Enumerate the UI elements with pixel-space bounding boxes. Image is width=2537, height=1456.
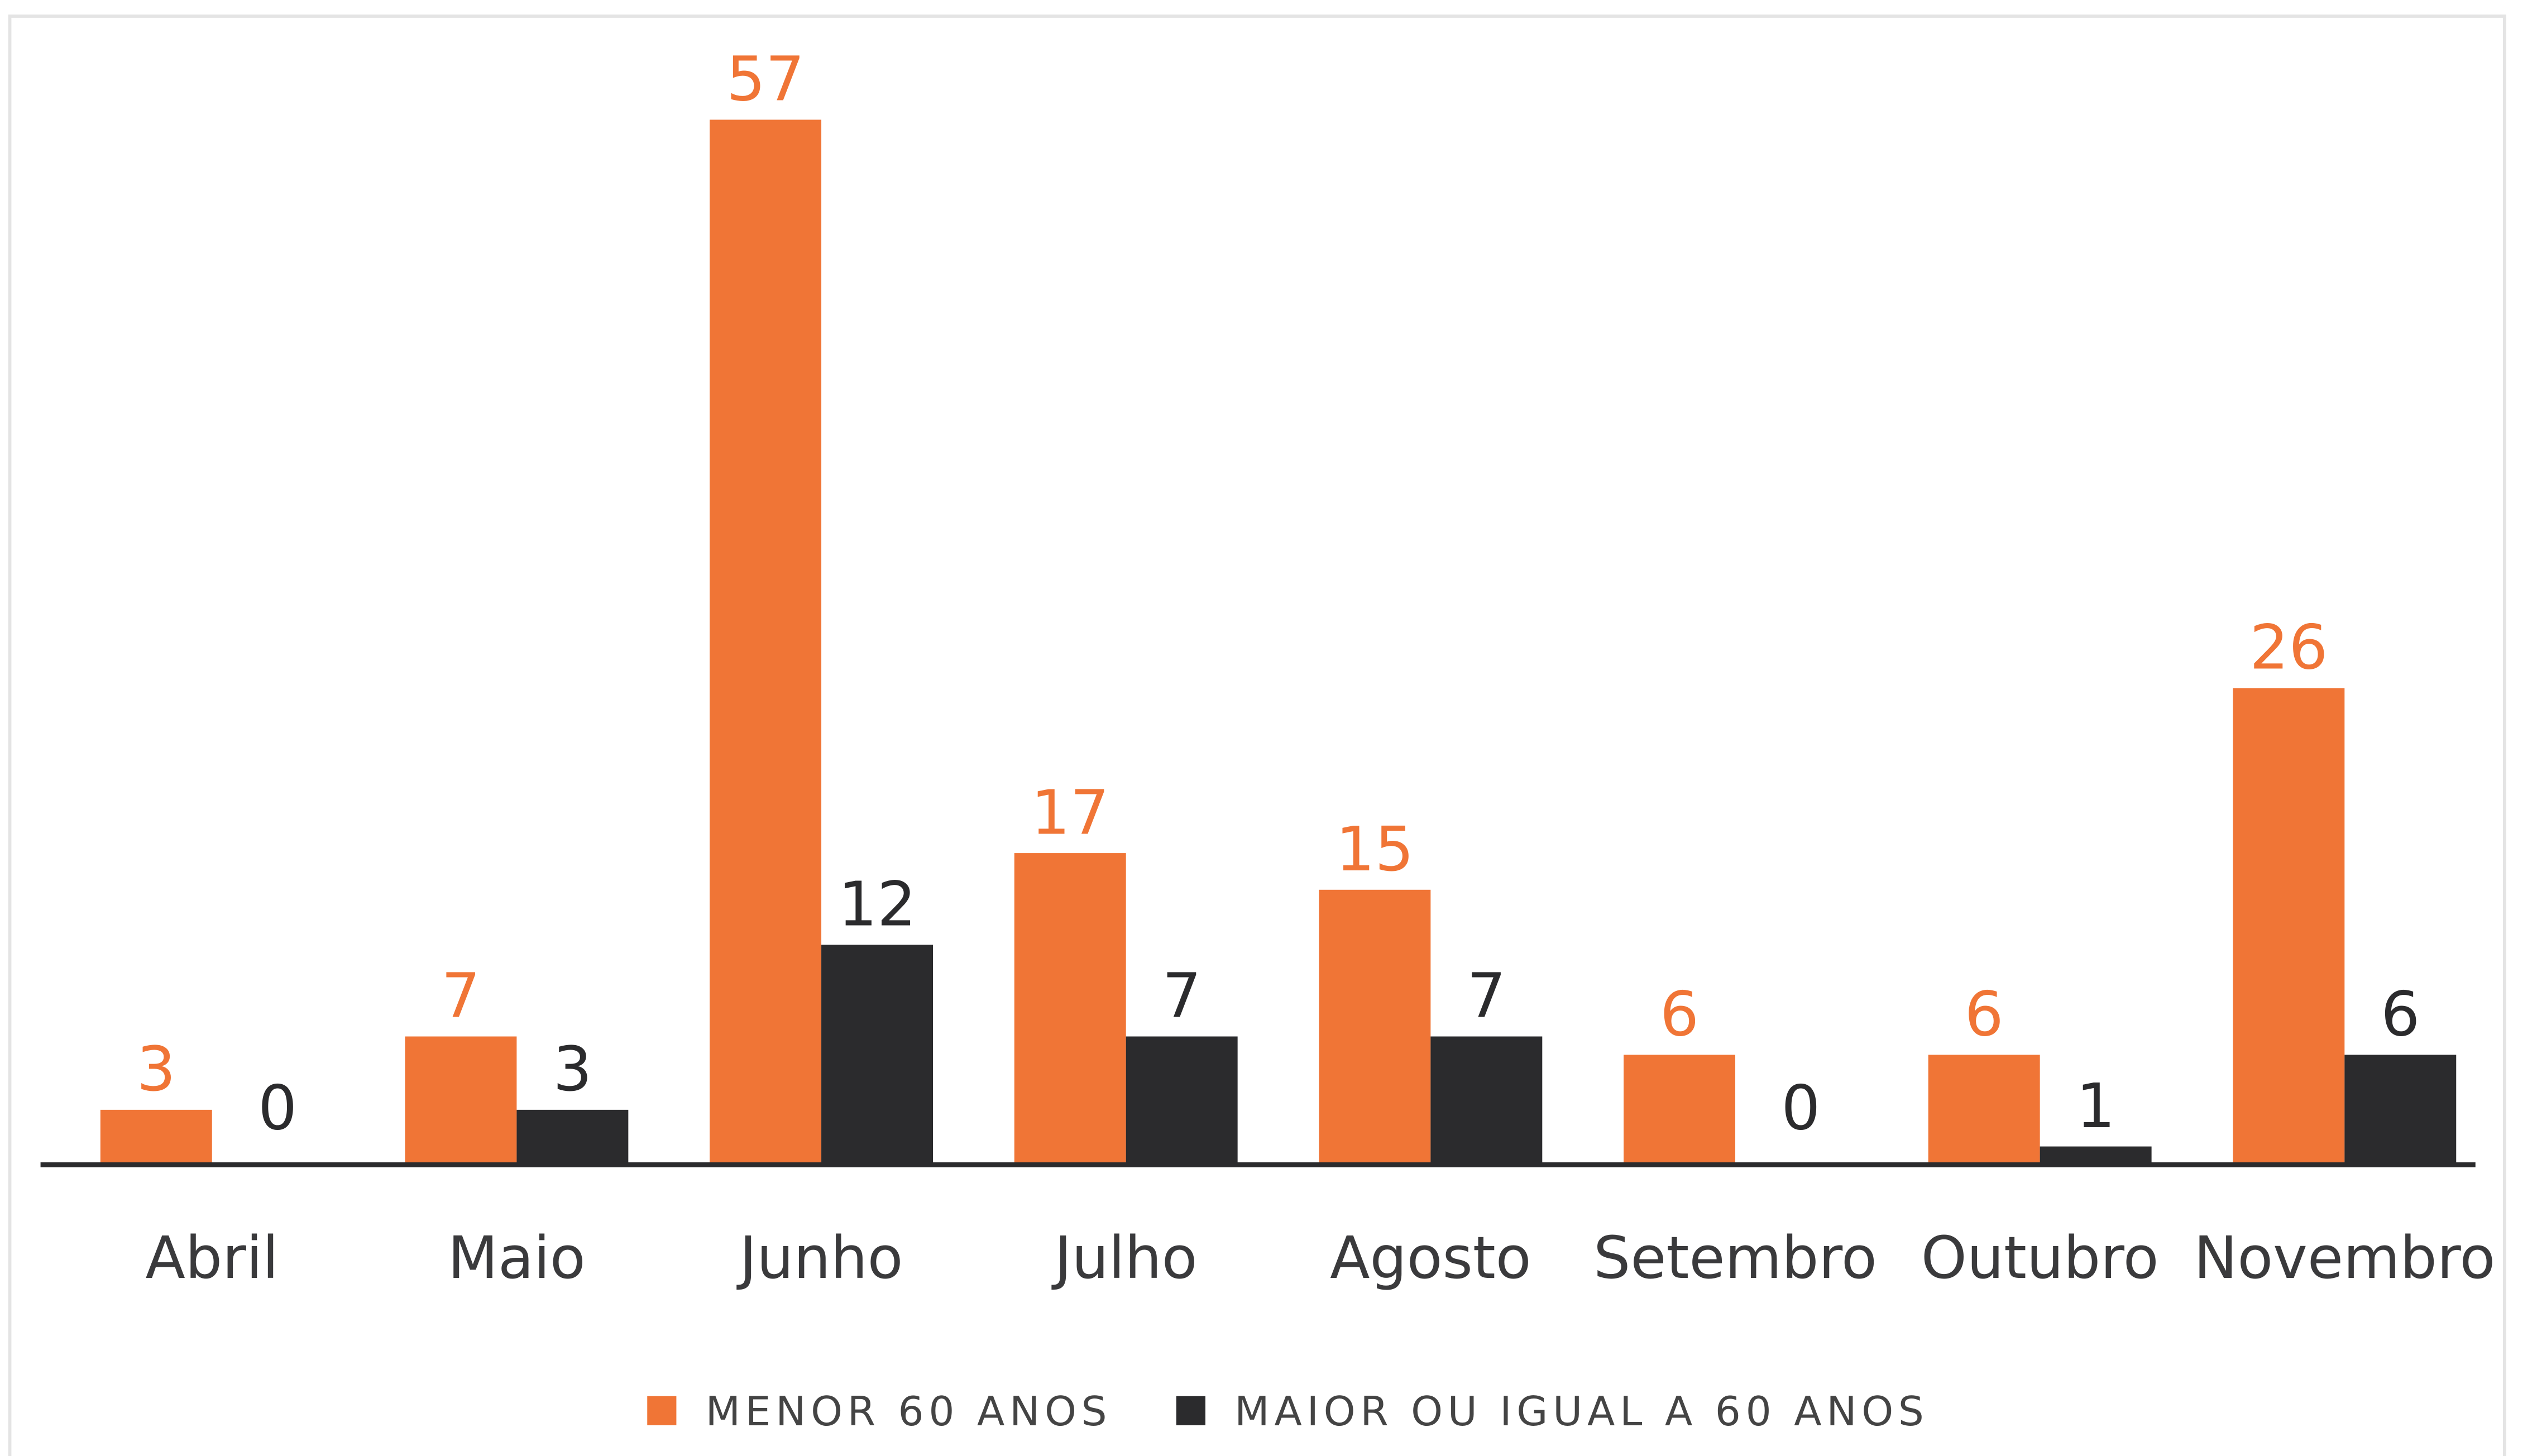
bar xyxy=(1624,1055,1736,1165)
x-tick-label: Julho xyxy=(1051,1224,1198,1292)
x-tick-label: Abril xyxy=(146,1224,279,1292)
bar xyxy=(100,1109,212,1165)
value-label: 1 xyxy=(2076,1070,2115,1142)
legend-swatch xyxy=(1176,1396,1205,1425)
chart-frame xyxy=(8,15,2506,1456)
x-tick-label: Agosto xyxy=(1330,1224,1531,1292)
bar xyxy=(2040,1146,2152,1165)
legend-label: MAIOR OU IGUAL A 60 ANOS xyxy=(1234,1388,1928,1435)
value-label: 7 xyxy=(441,960,480,1032)
value-label: 15 xyxy=(1335,813,1414,885)
value-label: 17 xyxy=(1031,777,1109,848)
bar xyxy=(2233,688,2345,1165)
bar xyxy=(1319,889,1431,1165)
value-label: 7 xyxy=(1162,960,1202,1032)
x-tick-label: Junho xyxy=(736,1224,903,1292)
bar xyxy=(516,1109,629,1165)
value-label: 3 xyxy=(553,1033,592,1105)
bar xyxy=(1928,1055,2040,1165)
value-label: 6 xyxy=(1660,979,1699,1050)
bar xyxy=(1430,1036,1543,1165)
x-tick-label: Outubro xyxy=(1921,1224,2159,1292)
legend-swatch xyxy=(647,1396,677,1425)
x-tick-label: Novembro xyxy=(2194,1224,2495,1292)
bar xyxy=(1014,853,1126,1165)
bar xyxy=(405,1036,517,1165)
x-tick-label: Setembro xyxy=(1593,1224,1877,1292)
x-tick-label: Maio xyxy=(448,1224,586,1292)
value-label: 3 xyxy=(137,1033,176,1105)
bar xyxy=(2344,1055,2457,1165)
value-label: 6 xyxy=(2381,979,2420,1050)
value-label: 0 xyxy=(258,1072,297,1144)
bar xyxy=(821,945,934,1165)
value-label: 7 xyxy=(1467,960,1506,1032)
bar xyxy=(710,119,822,1165)
value-label: 6 xyxy=(1965,979,2004,1050)
value-label: 26 xyxy=(2249,612,2328,683)
value-label: 57 xyxy=(726,44,805,115)
value-label: 0 xyxy=(1781,1072,1820,1144)
bar xyxy=(1126,1036,1238,1165)
value-label: 12 xyxy=(838,869,916,940)
legend-label: MENOR 60 ANOS xyxy=(706,1388,1112,1435)
